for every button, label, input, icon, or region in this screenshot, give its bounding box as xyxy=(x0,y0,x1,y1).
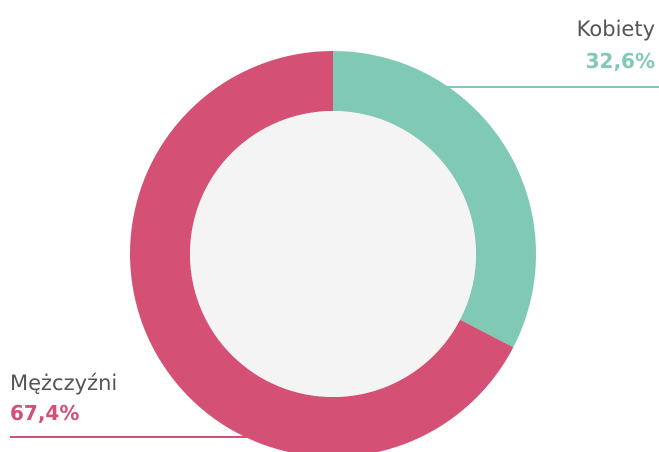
donut-slice xyxy=(333,51,536,348)
category-label: Kobiety xyxy=(577,17,655,41)
donut-hole xyxy=(190,111,476,397)
donut-slice xyxy=(130,51,514,452)
category-label: Mężczyźni xyxy=(10,371,117,395)
value-label: 67,4% xyxy=(10,401,79,425)
value-label: 32,6% xyxy=(586,49,655,73)
